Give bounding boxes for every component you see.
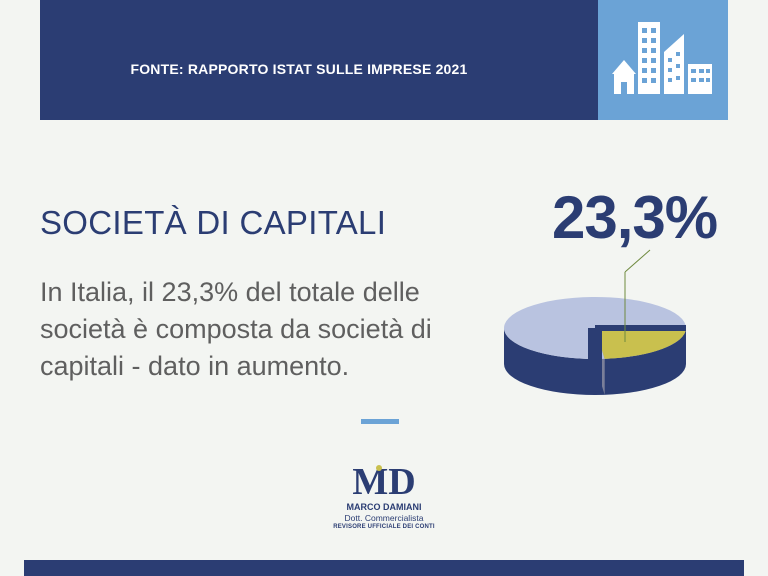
section-title: SOCIETÀ DI CAPITALI <box>40 204 387 241</box>
leader-line-diag <box>624 249 651 273</box>
source-label: FONTE: RAPPORTO ISTAT SULLE IMPRESE 2021 <box>130 61 468 77</box>
logo-name: MARCO DAMIANI <box>346 502 422 512</box>
icon-box <box>598 0 728 120</box>
logo-subtitle: REVISORE UFFICIALE DEI CONTI <box>333 524 435 530</box>
buildings-icon <box>612 22 712 94</box>
header-band: FONTE: RAPPORTO ISTAT SULLE IMPRESE 2021 <box>40 0 598 120</box>
pie-slice-highlight <box>595 328 686 359</box>
logo: MD MARCO DAMIANI Dott. Commercialista RE… <box>320 458 448 530</box>
logo-mark: MD <box>352 461 415 500</box>
logo-mark-text: MD <box>352 461 415 500</box>
divider <box>361 419 399 424</box>
logo-role: Dott. Commercialista <box>344 513 424 523</box>
footer-band <box>24 560 744 576</box>
percent-label: 23,3% <box>552 184 718 251</box>
description-text: In Italia, il 23,3% del totale delle soc… <box>40 277 432 381</box>
pie-chart <box>504 249 686 395</box>
